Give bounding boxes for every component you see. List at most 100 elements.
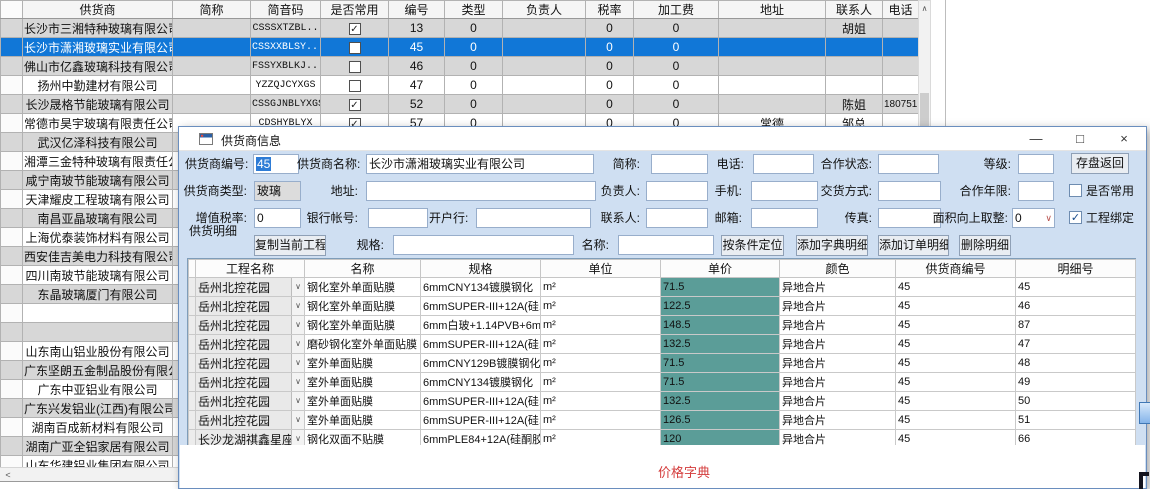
row-selector[interactable] (0, 227, 23, 247)
supplier-id-cell[interactable]: 45 (895, 353, 1016, 373)
name-cell[interactable]: 钢化室外单面贴膜 (304, 315, 421, 335)
spec-cell[interactable]: 6mmPLE84+12A(硅酮胶.. (420, 429, 541, 449)
minimize-button[interactable]: — (1029, 131, 1043, 146)
row-selector[interactable] (0, 18, 23, 38)
contact-field[interactable] (646, 208, 708, 228)
col-header-short-name[interactable]: 简称 (172, 0, 251, 19)
add-dict-detail-button[interactable]: 添加字典明细 (796, 235, 868, 256)
project-combo-cell[interactable]: 岳州北控花园 ∨ (195, 315, 305, 335)
type-cell[interactable]: 0 (444, 75, 503, 95)
spec-cell[interactable]: 6mm白玻+1.14PVB+6mm.. (420, 315, 541, 335)
name-cell[interactable]: 钢化室外单面贴膜 (304, 277, 421, 297)
supplier-row[interactable]: 佛山市亿鑫玻璃科技有限公司 FSSYXBLKJ... 46 0 0 0 (0, 56, 919, 76)
supplier-name-cell[interactable]: 天津耀皮工程玻璃有限公司 (22, 189, 173, 209)
unit-price-cell[interactable]: 126.5 (660, 410, 780, 430)
row-selector[interactable] (0, 246, 23, 266)
detail-row-selector[interactable] (188, 372, 196, 392)
supplier-name-cell[interactable]: 西安佳吉美电力科技有限公司 (22, 246, 173, 266)
spec-cell[interactable]: 6mmSUPER-III+12A(硅.. (420, 391, 541, 411)
detail-row[interactable]: 岳州北控花园 ∨ 钢化室外单面贴膜 6mmSUPER-III+12A(硅.. m² 122… (188, 296, 1136, 316)
col-header-processing-fee[interactable]: 加工费 (633, 0, 719, 19)
row-selector[interactable] (0, 398, 23, 418)
bank-name-field[interactable] (476, 208, 591, 228)
col-header-address[interactable]: 地址 (718, 0, 826, 19)
spec-filter-input[interactable] (393, 235, 574, 255)
row-selector[interactable] (0, 303, 23, 323)
row-selector[interactable] (0, 417, 23, 437)
detail-col-header[interactable]: 颜色 (779, 259, 896, 278)
detail-id-cell[interactable]: 51 (1015, 410, 1136, 430)
is-common-cell[interactable] (320, 56, 389, 76)
unit-cell[interactable]: m² (540, 391, 661, 411)
contact-cell[interactable] (825, 37, 883, 57)
delete-detail-button[interactable]: 删除明细 (959, 235, 1011, 256)
coop-years-field[interactable] (1018, 181, 1054, 201)
mobile-field[interactable] (751, 181, 818, 201)
email-field[interactable] (751, 208, 818, 228)
is-common-checkbox[interactable] (1069, 184, 1082, 197)
is-common-checkbox-label[interactable]: 是否常用 (1086, 184, 1135, 198)
supplier-name-cell[interactable]: 山东南山铝业股份有限公司 (22, 341, 173, 361)
unit-cell[interactable]: m² (540, 372, 661, 392)
short-name-cell[interactable] (172, 56, 251, 76)
detail-col-header[interactable]: 名称 (304, 259, 421, 278)
detail-row-selector[interactable] (188, 391, 196, 411)
type-cell[interactable]: 0 (444, 94, 503, 114)
row-selector[interactable] (0, 75, 23, 95)
supplier-name-cell[interactable]: 上海优泰装饰材料有限公司 (22, 227, 173, 247)
col-header-id[interactable]: 编号 (388, 0, 445, 19)
unit-cell[interactable]: m² (540, 353, 661, 373)
supplier-name-cell[interactable]: 长沙晟格节能玻璃有限公司 (22, 94, 173, 114)
id-cell[interactable]: 47 (388, 75, 445, 95)
supplier-name-cell[interactable]: 广东中亚铝业有限公司 (22, 379, 173, 399)
phone-field[interactable] (753, 154, 814, 174)
row-selector[interactable] (0, 151, 23, 171)
name-cell[interactable]: 室外单面贴膜 (304, 372, 421, 392)
name-cell[interactable]: 钢化室外单面贴膜 (304, 296, 421, 316)
project-combo-cell[interactable]: 岳州北控花园 ∨ (195, 353, 305, 373)
row-selector[interactable] (0, 379, 23, 399)
project-combo-cell[interactable]: 岳州北控花园 ∨ (195, 391, 305, 411)
short-name-cell[interactable] (172, 75, 251, 95)
unit-price-cell[interactable]: 148.5 (660, 315, 780, 335)
id-cell[interactable]: 52 (388, 94, 445, 114)
row-selector[interactable] (0, 284, 23, 304)
project-bind-checkbox-label[interactable]: 工程绑定 (1086, 211, 1135, 225)
common-checkbox[interactable] (348, 41, 361, 54)
supplier-id-cell[interactable]: 45 (895, 391, 1016, 411)
detail-col-header[interactable]: 单价 (660, 259, 780, 278)
row-selector[interactable] (0, 132, 23, 152)
supplier-name-cell[interactable]: 扬州中勤建材有限公司 (22, 75, 173, 95)
project-combo-cell[interactable]: 岳州北控花园 ∨ (195, 296, 305, 316)
detail-id-cell[interactable]: 47 (1015, 334, 1136, 354)
project-combo-cell[interactable]: 岳州北控花园 ∨ (195, 410, 305, 430)
is-common-cell[interactable]: ✓ (320, 18, 389, 38)
supplier-name-cell[interactable]: 南昌亚晶玻璃有限公司 (22, 208, 173, 228)
code-cell[interactable]: CSSGJNBLYXGS (250, 94, 321, 114)
row-selector[interactable] (0, 341, 23, 361)
project-combo-cell[interactable]: 岳州北控花园 ∨ (195, 372, 305, 392)
row-selector[interactable] (0, 37, 23, 57)
code-cell[interactable]: CSSSXTZBL.. (250, 18, 321, 38)
supplier-row[interactable]: 长沙市三湘特种玻璃有限公司 CSSSXTZBL.. ✓ 13 0 0 0 胡姐 (0, 18, 919, 38)
supplier-row[interactable]: 扬州中勤建材有限公司 YZZQJCYXGS 47 0 0 0 (0, 75, 919, 95)
row-selector[interactable] (0, 360, 23, 380)
fee-cell[interactable]: 0 (633, 94, 719, 114)
id-cell[interactable]: 46 (388, 56, 445, 76)
chevron-down-icon[interactable]: ∨ (291, 297, 304, 315)
supplier-name-cell[interactable]: 武汉亿泽科技有限公司 (22, 132, 173, 152)
supplier-name-cell[interactable]: 佛山市亿鑫玻璃科技有限公司 (22, 56, 173, 76)
row-selector[interactable] (0, 113, 23, 133)
chevron-down-icon[interactable]: ∨ (291, 278, 304, 296)
supplier-id-cell[interactable]: 45 (895, 315, 1016, 335)
manager-cell[interactable] (502, 56, 586, 76)
manager-cell[interactable] (502, 94, 586, 114)
unit-cell[interactable]: m² (540, 277, 661, 297)
col-header-manager[interactable]: 负责人 (502, 0, 586, 19)
unit-cell[interactable]: m² (540, 429, 661, 449)
common-checkbox[interactable] (348, 79, 361, 92)
chevron-down-icon[interactable]: ∨ (291, 430, 304, 448)
tax-cell[interactable]: 0 (585, 94, 634, 114)
detail-row[interactable]: 岳州北控花园 ∨ 室外单面贴膜 6mmSUPER-III+12A(硅.. m² 132.5… (188, 391, 1136, 411)
fax-field[interactable] (878, 208, 941, 228)
